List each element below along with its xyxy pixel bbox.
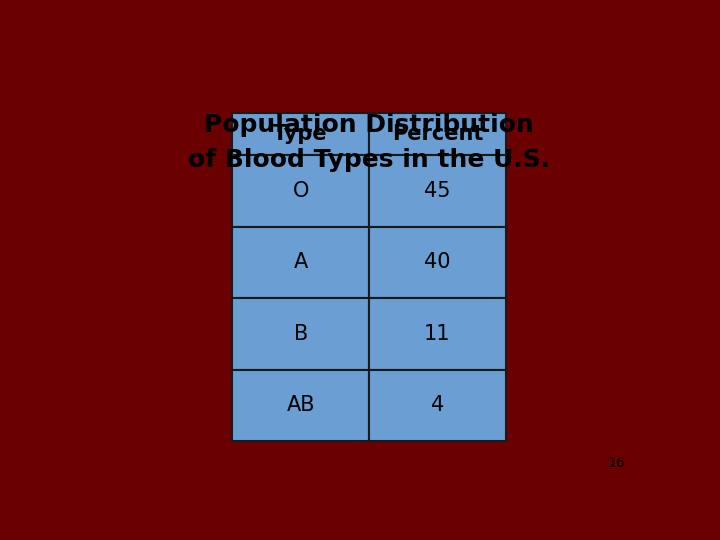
FancyBboxPatch shape [369, 227, 505, 298]
Text: AB: AB [287, 395, 315, 415]
FancyBboxPatch shape [233, 156, 369, 227]
Text: 40: 40 [424, 253, 451, 273]
FancyBboxPatch shape [369, 298, 505, 370]
Text: B: B [294, 324, 307, 344]
Text: Type: Type [274, 124, 328, 144]
Text: Population Distribution: Population Distribution [204, 113, 534, 137]
FancyBboxPatch shape [369, 113, 505, 156]
FancyBboxPatch shape [233, 370, 369, 441]
FancyBboxPatch shape [369, 156, 505, 227]
FancyBboxPatch shape [233, 113, 369, 156]
Text: O: O [292, 181, 309, 201]
FancyBboxPatch shape [233, 227, 369, 298]
Text: 4: 4 [431, 395, 444, 415]
FancyBboxPatch shape [233, 298, 369, 370]
Text: 16: 16 [608, 456, 626, 470]
Text: of Blood Types in the U.S.: of Blood Types in the U.S. [188, 147, 550, 172]
Text: 11: 11 [424, 324, 451, 344]
Text: A: A [294, 253, 307, 273]
Text: Percent: Percent [392, 124, 483, 144]
FancyBboxPatch shape [369, 370, 505, 441]
Text: 45: 45 [424, 181, 451, 201]
